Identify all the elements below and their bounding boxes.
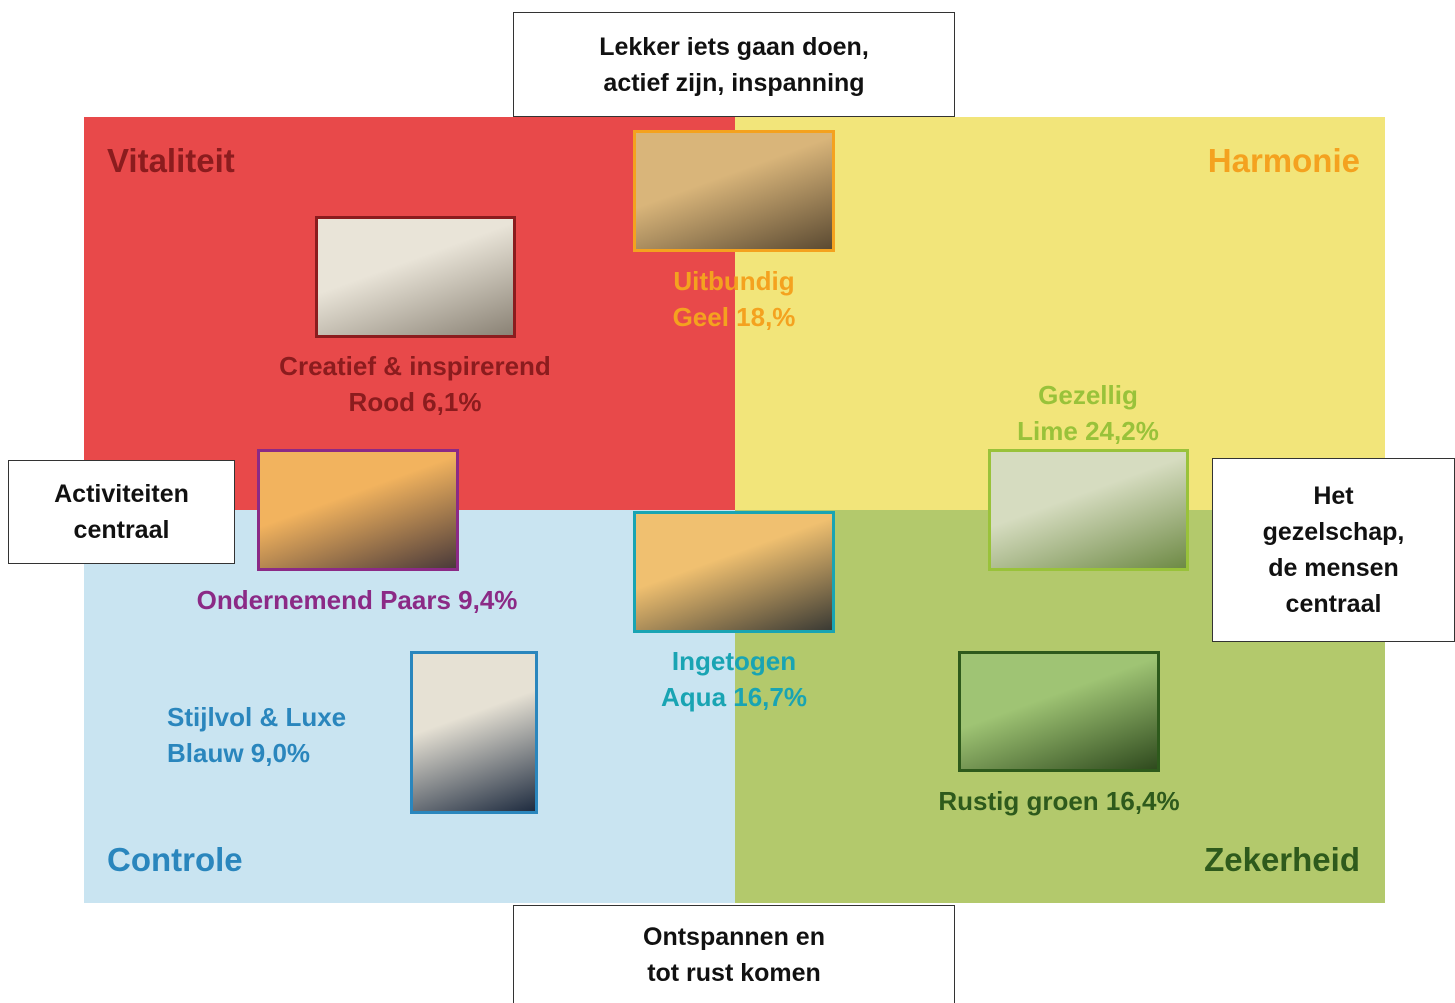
quadrant-title: Vitaliteit xyxy=(107,142,235,180)
axis-label-box: Lekker iets gaan doen,actief zijn, inspa… xyxy=(513,12,955,117)
text-line: Stijlvol & Luxe xyxy=(167,699,346,735)
photo xyxy=(257,449,459,571)
text-line: Lime 24,2% xyxy=(1017,413,1159,449)
text-line: Activiteiten xyxy=(54,476,189,512)
text-line: Gezellig xyxy=(1017,377,1159,413)
text-line: centraal xyxy=(74,512,170,548)
segment-label: Ondernemend Paars 9,4% xyxy=(197,582,518,618)
text-line: actief zijn, inspanning xyxy=(603,65,864,101)
photo xyxy=(633,511,835,633)
text-line: de mensen xyxy=(1268,550,1399,586)
text-line: Ingetogen xyxy=(661,643,807,679)
text-line: Geel 18,% xyxy=(673,299,796,335)
text-line: Ontspannen en xyxy=(643,919,825,955)
text-line: Het xyxy=(1313,478,1353,514)
quadrant-title: Harmonie xyxy=(1208,142,1360,180)
segment-label: Rustig groen 16,4% xyxy=(938,783,1179,819)
text-line: Rood 6,1% xyxy=(279,384,551,420)
diagram: Lekker iets gaan doen,actief zijn, inspa… xyxy=(0,0,1455,1003)
text-line: Creatief & inspirerend xyxy=(279,348,551,384)
text-line: Aqua 16,7% xyxy=(661,679,807,715)
text-line: tot rust komen xyxy=(647,955,821,991)
text-line: gezelschap, xyxy=(1263,514,1405,550)
quadrant-title: Zekerheid xyxy=(1204,841,1360,879)
text-line: Rustig groen 16,4% xyxy=(938,783,1179,819)
photo xyxy=(633,130,835,252)
text-line: Uitbundig xyxy=(673,263,796,299)
photo xyxy=(410,651,538,814)
quadrant-title: Controle xyxy=(107,841,243,879)
photo xyxy=(315,216,516,338)
text-line: Lekker iets gaan doen, xyxy=(599,29,869,65)
photo xyxy=(958,651,1160,772)
photo xyxy=(988,449,1189,571)
text-line: Blauw 9,0% xyxy=(167,735,346,771)
text-line: Ondernemend Paars 9,4% xyxy=(197,582,518,618)
text-line: centraal xyxy=(1286,586,1382,622)
